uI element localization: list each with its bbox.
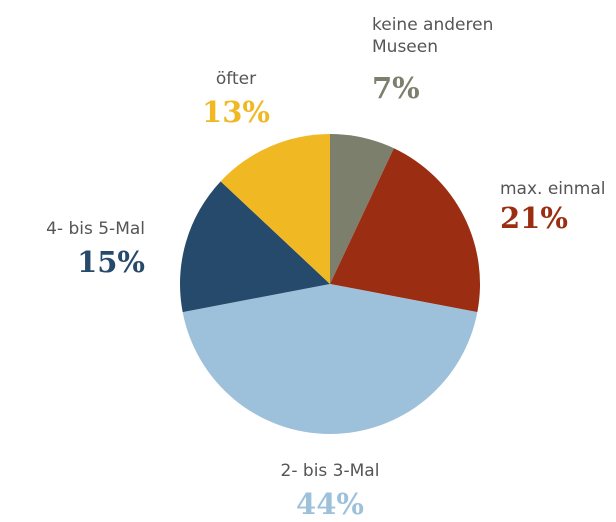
slice-value-label: 13% — [202, 95, 270, 129]
slice-label: keine anderen Museen — [372, 15, 494, 57]
pie-slice — [179, 181, 330, 313]
pie-slice — [330, 148, 480, 313]
slice-label: 2- bis 3-Mal — [280, 461, 380, 481]
pie-slice — [330, 134, 394, 284]
slice-label: öfter — [215, 69, 257, 89]
slice-value-label: 15% — [77, 245, 145, 279]
pie-slice — [220, 134, 330, 284]
slice-label: max. einmal — [500, 179, 606, 199]
slice-label: 4- bis 5-Mal — [46, 219, 145, 239]
slice-value-label: 21% — [500, 201, 568, 235]
slice-value-label: 7% — [372, 71, 420, 105]
pie-slice — [182, 284, 478, 434]
slice-value-label: 44% — [296, 487, 364, 521]
